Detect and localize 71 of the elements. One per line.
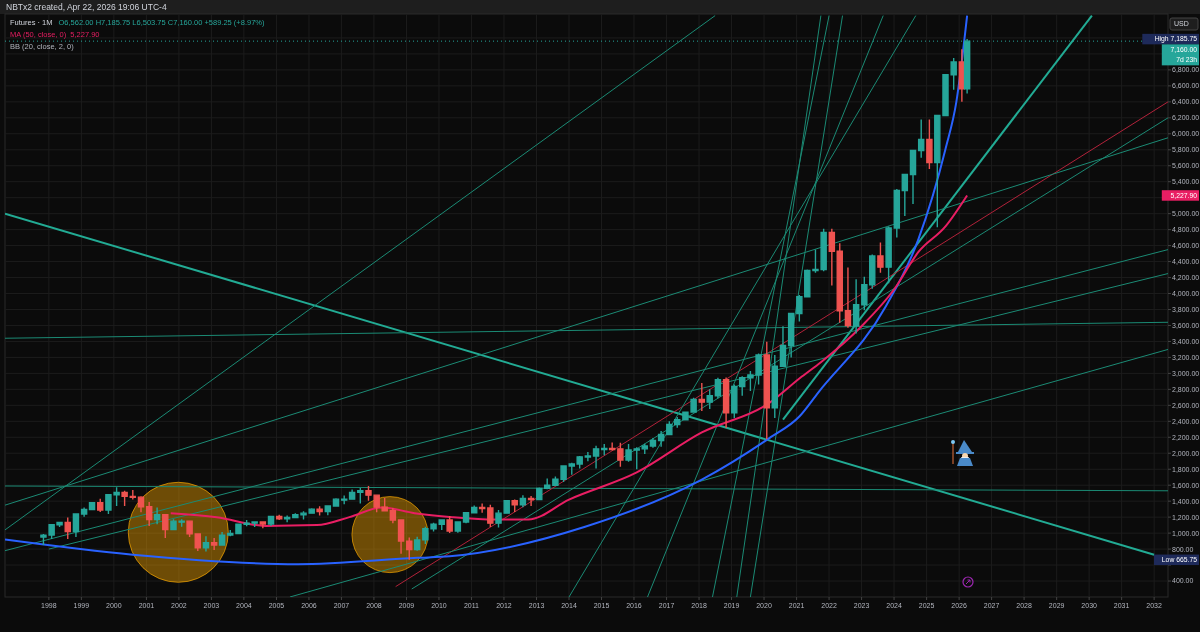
candlestick	[963, 38, 971, 95]
candlestick	[893, 188, 901, 239]
candlestick	[340, 494, 348, 506]
candlestick	[852, 278, 860, 335]
candlestick	[763, 341, 771, 440]
candlestick	[96, 498, 104, 513]
candlestick	[64, 516, 71, 540]
candlestick	[706, 388, 713, 410]
candlestick	[649, 437, 657, 449]
candlestick	[129, 489, 137, 501]
candlestick	[527, 495, 535, 507]
candlestick	[332, 497, 340, 508]
candlestick	[145, 501, 153, 527]
candlestick	[194, 532, 202, 552]
candlestick	[324, 504, 332, 516]
candlestick	[885, 225, 892, 284]
candlestick	[202, 535, 210, 553]
candlestick	[592, 444, 600, 470]
candlestick	[397, 518, 405, 555]
candlestick	[877, 241, 884, 274]
candlestick	[137, 495, 145, 514]
candlestick	[779, 325, 787, 368]
candlestick	[917, 118, 925, 159]
candlestick	[121, 490, 128, 507]
candlestick	[413, 536, 421, 552]
candlestick	[698, 382, 706, 412]
candlestick	[283, 514, 291, 524]
candlestick	[519, 494, 527, 508]
candlestick	[80, 506, 88, 518]
candlestick	[462, 511, 470, 524]
candlestick	[259, 520, 267, 530]
candlestick	[722, 376, 730, 429]
candlestick	[72, 512, 80, 538]
candlestick	[406, 536, 413, 561]
candlestick	[657, 430, 665, 448]
candlestick	[348, 488, 356, 501]
candlestick	[389, 507, 397, 524]
candlestick	[926, 118, 933, 170]
candlestick	[511, 498, 518, 513]
candlestick	[828, 228, 836, 287]
chart-title: NBTx2 created, Apr 22, 2026 19:06 UTC-4	[6, 2, 167, 12]
candlestick	[633, 446, 640, 470]
candlestick	[787, 311, 795, 359]
candlestick	[267, 515, 275, 527]
candlestick	[478, 502, 486, 514]
candlestick	[641, 442, 648, 455]
candlestick	[909, 149, 917, 205]
candlestick	[153, 506, 161, 526]
candlestick	[958, 48, 966, 103]
candlestick	[901, 173, 909, 217]
candlestick	[88, 501, 96, 512]
candlestick	[625, 443, 632, 463]
candlestick	[714, 377, 722, 399]
candlestick	[836, 242, 843, 324]
candlestick	[487, 504, 494, 528]
candlestick	[446, 515, 453, 534]
candlestick	[617, 442, 624, 468]
candlestick	[771, 354, 779, 419]
candlestick	[162, 513, 169, 539]
line-series	[5, 14, 969, 566]
candlestick	[608, 441, 616, 452]
candlestick	[844, 266, 852, 329]
candlestick	[584, 451, 592, 462]
candlestick	[186, 520, 193, 538]
candlestick	[210, 537, 218, 551]
candlestick	[454, 520, 462, 534]
candlestick	[316, 505, 323, 517]
candlestick	[218, 531, 226, 547]
line-series	[169, 194, 969, 527]
candlestick	[601, 443, 608, 456]
candlestick	[357, 487, 364, 505]
